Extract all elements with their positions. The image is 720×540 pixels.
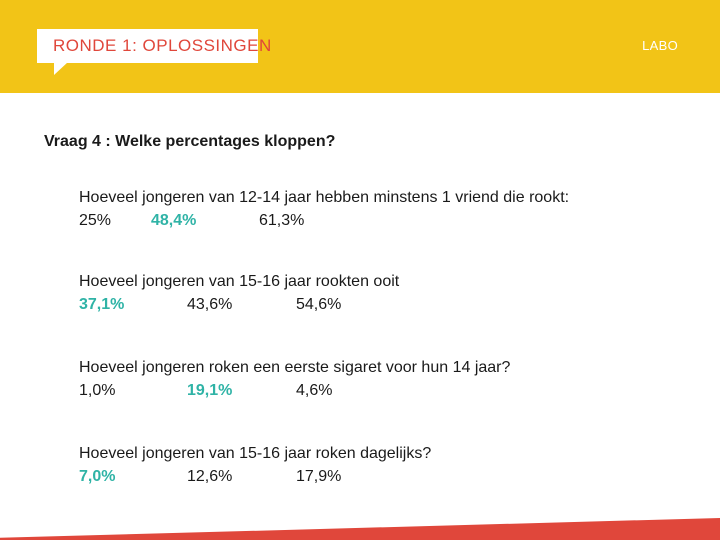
answer-option: 43,6% [187, 296, 233, 313]
labo-tag: LABO [642, 38, 678, 53]
answer-option-correct: 37,1% [79, 296, 125, 313]
question-text: Hoeveel jongeren roken een eerste sigare… [79, 359, 511, 376]
answer-option: 61,3% [259, 212, 305, 229]
answer-option: 25% [79, 212, 112, 229]
question-item-3: Hoeveel jongeren roken een eerste sigare… [79, 357, 699, 404]
question-item-2: Hoeveel jongeren van 15-16 jaar rookten … [79, 271, 699, 318]
answer-options: 1,0% 19,1% 4,6% [79, 382, 699, 404]
answer-option: 1,0% [79, 382, 116, 399]
question-item-4: Hoeveel jongeren van 15-16 jaar roken da… [79, 443, 699, 490]
answer-option: 12,6% [187, 468, 233, 485]
question-text: Hoeveel jongeren van 15-16 jaar roken da… [79, 445, 432, 462]
answer-option-correct: 48,4% [151, 212, 197, 229]
question-text: Hoeveel jongeren van 15-16 jaar rookten … [79, 273, 400, 290]
speech-bubble-tail [54, 62, 68, 75]
answer-option-correct: 19,1% [187, 382, 233, 399]
bottom-accent-stripe [0, 518, 720, 540]
question-title: Vraag 4 : Welke percentages kloppen? [44, 133, 336, 150]
answer-option: 4,6% [296, 382, 333, 399]
answer-option: 17,9% [296, 468, 342, 485]
slide-title: RONDE 1: OPLOSSINGEN [53, 36, 272, 55]
question-item-1: Hoeveel jongeren van 12-14 jaar hebben m… [79, 187, 699, 234]
answer-option: 54,6% [296, 296, 342, 313]
answer-option-correct: 7,0% [79, 468, 116, 485]
answer-options: 7,0% 12,6% 17,9% [79, 468, 699, 490]
question-text: Hoeveel jongeren van 12-14 jaar hebben m… [79, 189, 570, 206]
slide-title-box: RONDE 1: OPLOSSINGEN [37, 29, 271, 63]
answer-options: 25% 48,4% 61,3% [79, 212, 699, 234]
answer-options: 37,1% 43,6% 54,6% [79, 296, 699, 318]
